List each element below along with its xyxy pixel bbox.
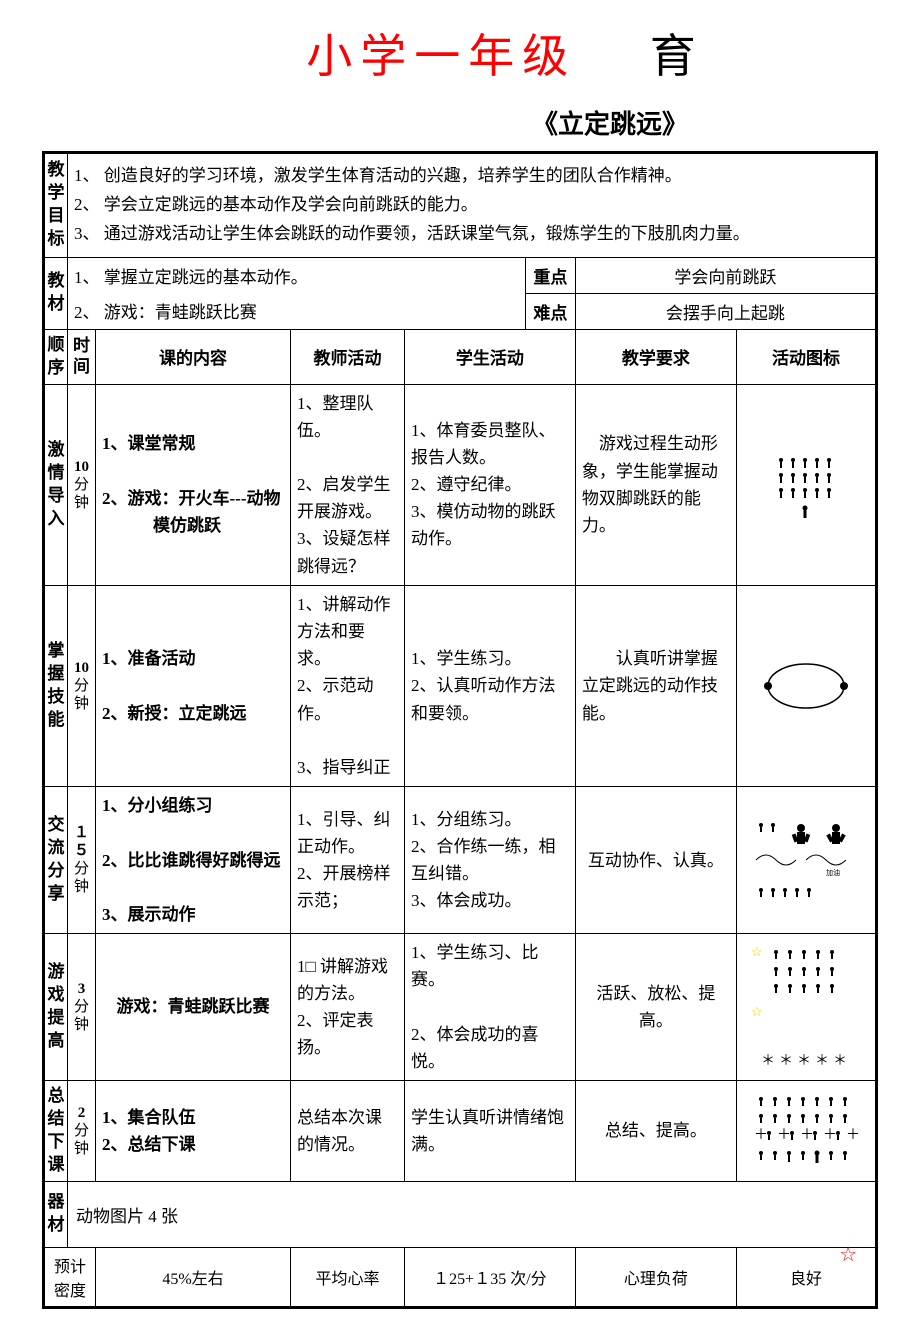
svg-text:＋: ＋ [823,1128,837,1143]
row1-time: 10分钟 [68,384,96,585]
density-label: 预计密度 [44,1247,96,1307]
page-header: 小学一年级 育 [42,20,878,86]
header-seq: 顺序 [44,329,68,384]
svg-text:＋: ＋ [800,1128,814,1143]
hr-value: １25+１35 次/分 [405,1247,576,1307]
main-title: 小学一年级 育 [306,20,704,86]
row1-teacher: 1、整理队伍。 2、启发学生开展游戏。 3、设疑怎样跳得远？ [291,384,405,585]
header-diagram: 活动图标 [737,329,877,384]
row1-seq: 激情导入 [44,384,68,585]
row4-student: 1、学生练习、比赛。 2、体会成功的喜悦。 [405,934,576,1081]
row3-require: 互动协作、认真。 [575,787,736,934]
difficulty-label: 难点 [525,293,575,329]
row5-require: 总结、提高。 [575,1081,736,1182]
header-require: 教学要求 [575,329,736,384]
row5-student: 学生认真听讲情绪饱满。 [405,1081,576,1182]
row2-content: 1、准备活动 2、新授：立定跳远 [96,585,291,786]
row5-time: 2分钟 [68,1081,96,1182]
row2-require: 认真听讲掌握立定跳远的动作技能。 [575,585,736,786]
row1-content: 1、课堂常规 2、游戏：开火车---动物 模仿跳跃 [96,384,291,585]
goal-line-3: 3、 通过游戏活动让学生体会跳跃的动作要领，活跃课堂气氛，锻炼学生的下肢肌肉力量… [74,220,869,249]
materials-row-1: 教材 1、 掌握立定跳远的基本动作。 重点 学会向前跳跃 [44,257,877,293]
difficulty-value: 会摆手向上起跳 [575,293,876,329]
row4-diagram: ☆ [737,934,877,1081]
row3-content: 1、分小组练习 2、比比谁跳得好跳得远 3、展示动作 [96,787,291,934]
formation2-icon: ＋ ＋ ＋ ＋ ＋ [751,1091,861,1171]
row2-seq: 掌握技能 [44,585,68,786]
star-formation-icon [766,944,846,1004]
row4-time: 3分钟 [68,934,96,1081]
star-icon-2: ☆ [751,1004,763,1019]
row3-time: １５分钟 [68,787,96,934]
lesson-row-2: 掌握技能 10分钟 1、准备活动 2、新授：立定跳远 1、讲解动作方法和要求。 … [44,585,877,786]
row1-diagram [737,384,877,585]
dots-circle-icon [756,656,856,716]
materials-line-1: 1、 掌握立定跳远的基本动作。 [68,257,526,293]
title-prefix: 小学一年级 [306,31,576,82]
row2-time: 10分钟 [68,585,96,786]
star-icon: ☆ [751,944,763,959]
row1-student: 1、体育委员整队、报告人数。 2、遵守纪律。 3、模仿动物的跳跃动作。 [405,384,576,585]
svg-text:＋: ＋ [777,1128,791,1143]
row4-teacher: 1□ 讲解游戏的方法。 2、评定表扬。 [291,934,405,1081]
svg-text:加油: 加油 [826,868,840,877]
row4-content: 游戏：青蛙跳跃比赛 [96,934,291,1081]
row3-teacher: 1、引导、纠正动作。 2、开展榜样示范； [291,787,405,934]
lesson-row-3: 交流分享 １５分钟 1、分小组练习 2、比比谁跳得好跳得远 3、展示动作 1、引… [44,787,877,934]
goal-line-2: 2、 学会立定跳远的基本动作及学会向前跳跃的能力。 [74,191,869,220]
row4-require: 活跃、放松、提高。 [575,934,736,1081]
row3-student: 1、分组练习。 2、合作练一练，相互纠错。 3、体会成功。 [405,787,576,934]
lesson-row-1: 激情导入 10分钟 1、课堂常规 2、游戏：开火车---动物 模仿跳跃 1、整理… [44,384,877,585]
goals-label: 教学目标 [44,153,68,258]
equipment-label: 器材 [44,1181,68,1247]
svg-text:＋: ＋ [846,1128,860,1143]
header-teacher: 教师活动 [291,329,405,384]
row5-teacher: 总结本次课的情况。 [291,1081,405,1182]
hr-label: 平均心率 [291,1247,405,1307]
row5-content: 1、集合队伍 2、总结下课 [96,1081,291,1182]
table-header-row: 顺序 时间 课的内容 教师活动 学生活动 教学要求 活动图标 [44,329,877,384]
header-time: 时间 [68,329,96,384]
goal-line-1: 1、 创造良好的学习环境，激发学生体育活动的兴趣，培养学生的团队合作精神。 [74,162,869,191]
header-student: 学生活动 [405,329,576,384]
goals-row: 教学目标 1、 创造良好的学习环境，激发学生体育活动的兴趣，培养学生的团队合作精… [44,153,877,258]
row2-student: 1、学生练习。 2、认真听动作方法和要领。 [405,585,576,786]
footer-row: 预计密度 45%左右 平均心率 １25+１35 次/分 心理负荷 良好☆ [44,1247,877,1307]
header-content: 课的内容 [96,329,291,384]
lesson-title: 《立定跳远》 [42,104,878,141]
row1-require: 游戏过程生动形象，学生能掌握动物双脚跳跃的能力。 [575,384,736,585]
density-value: 45%左右 [96,1247,291,1307]
row4-seq: 游戏提高 [44,934,68,1081]
equipment-row: 器材 动物图片 4 张 [44,1181,877,1247]
lesson-row-4: 游戏提高 3分钟 游戏：青蛙跳跃比赛 1□ 讲解游戏的方法。 2、评定表扬。 1… [44,934,877,1081]
formation1-icon [766,450,846,520]
row2-diagram [737,585,877,786]
materials-line-2: 2、 游戏：青蛙跳跃比赛 [68,293,526,329]
row3-seq: 交流分享 [44,787,68,934]
goals-content: 1、 创造良好的学习环境，激发学生体育活动的兴趣，培养学生的团队合作精神。 2、… [68,153,877,258]
key-point-label: 重点 [525,257,575,293]
group-activity-icon: 加油 [751,815,861,905]
row5-diagram: ＋ ＋ ＋ ＋ ＋ [737,1081,877,1182]
svg-text:＋: ＋ [754,1128,768,1143]
red-star-icon: ☆ [839,1242,857,1267]
equipment-content: 动物图片 4 张 [68,1181,877,1247]
key-point-value: 学会向前跳跃 [575,257,876,293]
materials-label: 教材 [44,257,68,329]
lesson-row-5: 总结下课 2分钟 1、集合队伍 2、总结下课 总结本次课的情况。 学生认真听讲情… [44,1081,877,1182]
row5-seq: 总结下课 [44,1081,68,1182]
row2-teacher: 1、讲解动作方法和要求。 2、示范动作。 3、指导纠正 [291,585,405,786]
title-suffix: 育 [650,31,704,82]
load-value: 良好☆ [737,1247,877,1307]
materials-row-2: 2、 游戏：青蛙跳跃比赛 难点 会摆手向上起跳 [44,293,877,329]
row3-diagram: 加油 [737,787,877,934]
stars-row: ＊＊＊＊＊ [743,1050,869,1070]
lesson-plan-table: 教学目标 1、 创造良好的学习环境，激发学生体育活动的兴趣，培养学生的团队合作精… [42,151,878,1309]
load-label: 心理负荷 [575,1247,736,1307]
